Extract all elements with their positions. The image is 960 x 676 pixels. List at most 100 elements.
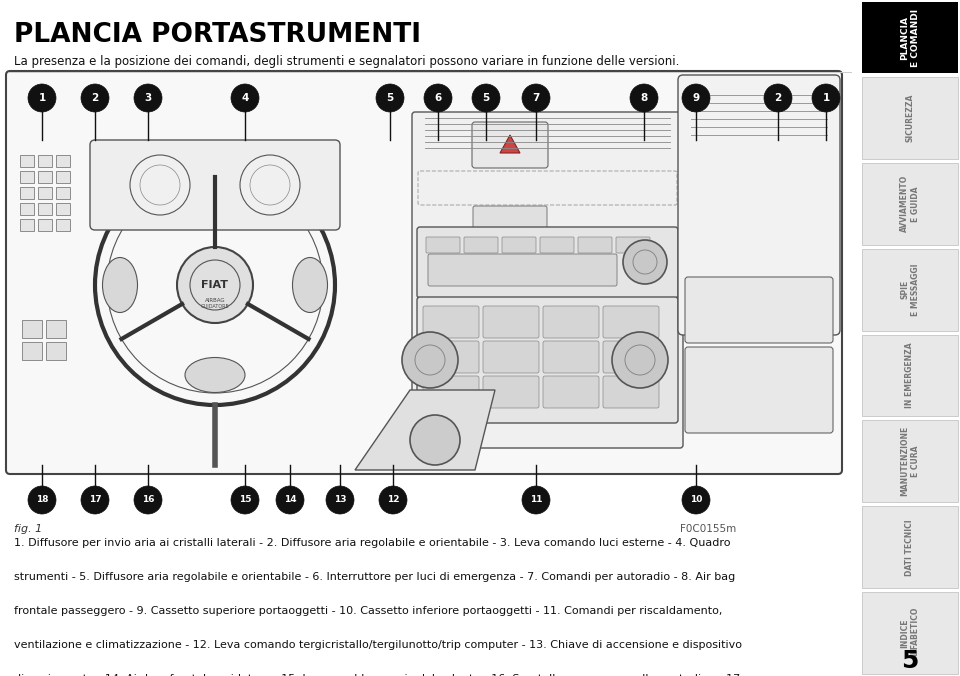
Text: DATI TECNICI: DATI TECNICI <box>905 519 915 575</box>
Polygon shape <box>500 135 520 153</box>
Bar <box>38 171 52 183</box>
Text: 3: 3 <box>144 93 152 103</box>
Bar <box>56 203 70 215</box>
FancyBboxPatch shape <box>483 376 539 408</box>
Bar <box>46 342 66 360</box>
FancyBboxPatch shape <box>426 237 460 253</box>
Text: 14: 14 <box>284 496 297 504</box>
FancyBboxPatch shape <box>464 237 498 253</box>
FancyBboxPatch shape <box>603 341 659 373</box>
Text: MANUTENZIONE
E CURA: MANUTENZIONE E CURA <box>900 427 920 496</box>
Circle shape <box>682 84 710 112</box>
Text: PLANCIA PORTASTRUMENTI: PLANCIA PORTASTRUMENTI <box>14 22 421 48</box>
Bar <box>56 171 70 183</box>
Circle shape <box>472 84 500 112</box>
FancyBboxPatch shape <box>412 112 683 448</box>
Text: SPIE
E MESSAGGI: SPIE E MESSAGGI <box>900 264 920 316</box>
Text: 18: 18 <box>36 496 48 504</box>
Bar <box>862 506 958 588</box>
Bar <box>22 320 42 338</box>
Text: 2: 2 <box>775 93 781 103</box>
Bar <box>56 219 70 231</box>
Circle shape <box>612 332 668 388</box>
Circle shape <box>276 486 304 514</box>
Text: 11: 11 <box>530 496 542 504</box>
Text: IN EMERGENZA: IN EMERGENZA <box>905 343 915 408</box>
Bar <box>38 187 52 199</box>
Bar <box>862 2 958 73</box>
Bar <box>20 171 34 183</box>
FancyBboxPatch shape <box>603 306 659 338</box>
FancyBboxPatch shape <box>543 341 599 373</box>
Text: SICUREZZA: SICUREZZA <box>905 94 915 142</box>
FancyBboxPatch shape <box>543 306 599 338</box>
Circle shape <box>379 486 407 514</box>
Text: 5: 5 <box>482 93 490 103</box>
Bar <box>22 342 42 360</box>
Text: 1: 1 <box>38 93 46 103</box>
Bar <box>20 187 34 199</box>
Circle shape <box>522 486 550 514</box>
Circle shape <box>424 84 452 112</box>
Circle shape <box>134 486 162 514</box>
FancyBboxPatch shape <box>685 347 833 433</box>
Text: La presenza e la posizione dei comandi, degli strumenti e segnalatori possono va: La presenza e la posizione dei comandi, … <box>14 55 680 68</box>
Ellipse shape <box>293 258 327 312</box>
Text: 17: 17 <box>88 496 102 504</box>
Circle shape <box>28 84 56 112</box>
FancyBboxPatch shape <box>423 376 479 408</box>
Bar <box>38 203 52 215</box>
Text: strumenti - 5. Diffusore aria regolabile e orientabile - 6. Interruttore per luc: strumenti - 5. Diffusore aria regolabile… <box>14 572 735 582</box>
Bar <box>46 320 66 338</box>
FancyBboxPatch shape <box>483 341 539 373</box>
Text: INDICE
ALFABETICO: INDICE ALFABETICO <box>900 607 920 659</box>
Text: F0C0155m: F0C0155m <box>680 524 736 534</box>
Text: 6: 6 <box>434 93 442 103</box>
Text: 9: 9 <box>692 93 700 103</box>
FancyBboxPatch shape <box>616 237 650 253</box>
FancyBboxPatch shape <box>6 71 842 474</box>
Circle shape <box>231 486 259 514</box>
FancyBboxPatch shape <box>423 341 479 373</box>
FancyBboxPatch shape <box>603 376 659 408</box>
Circle shape <box>326 486 354 514</box>
Circle shape <box>410 415 460 465</box>
Bar <box>56 187 70 199</box>
FancyBboxPatch shape <box>423 306 479 338</box>
FancyBboxPatch shape <box>543 376 599 408</box>
Bar <box>862 592 958 674</box>
Bar <box>20 219 34 231</box>
FancyBboxPatch shape <box>483 306 539 338</box>
Text: di avviamento - 14. Air bag frontale guidatore - 15. Leva per bloccaggio del vol: di avviamento - 14. Air bag frontale gui… <box>14 674 744 676</box>
Circle shape <box>81 84 109 112</box>
Circle shape <box>130 155 190 215</box>
Ellipse shape <box>185 358 245 393</box>
Circle shape <box>402 332 458 388</box>
Text: 1. Diffusore per invio aria ai cristalli laterali - 2. Diffusore aria regolabile: 1. Diffusore per invio aria ai cristalli… <box>14 538 731 548</box>
FancyBboxPatch shape <box>417 227 678 298</box>
Bar <box>20 203 34 215</box>
Text: ventilazione e climatizzazione - 12. Leva comando tergicristallo/tergilunotto/tr: ventilazione e climatizzazione - 12. Lev… <box>14 640 742 650</box>
Polygon shape <box>355 390 495 470</box>
Circle shape <box>623 240 667 284</box>
Circle shape <box>630 84 658 112</box>
Circle shape <box>81 486 109 514</box>
Text: 13: 13 <box>334 496 347 504</box>
Text: 4: 4 <box>241 93 249 103</box>
Circle shape <box>240 155 300 215</box>
Text: 16: 16 <box>142 496 155 504</box>
FancyBboxPatch shape <box>473 206 547 228</box>
Bar <box>20 155 34 167</box>
Bar <box>862 249 958 331</box>
Text: AIRBAG: AIRBAG <box>204 297 226 302</box>
Circle shape <box>812 84 840 112</box>
FancyBboxPatch shape <box>540 237 574 253</box>
Bar <box>862 77 958 159</box>
Circle shape <box>231 84 259 112</box>
Circle shape <box>764 84 792 112</box>
Circle shape <box>177 247 253 323</box>
Text: frontale passeggero - 9. Cassetto superiore portaoggetti - 10. Cassetto inferior: frontale passeggero - 9. Cassetto superi… <box>14 606 722 616</box>
FancyBboxPatch shape <box>417 297 678 423</box>
FancyBboxPatch shape <box>678 75 840 335</box>
Text: PLANCIA
E COMANDI: PLANCIA E COMANDI <box>900 8 920 66</box>
